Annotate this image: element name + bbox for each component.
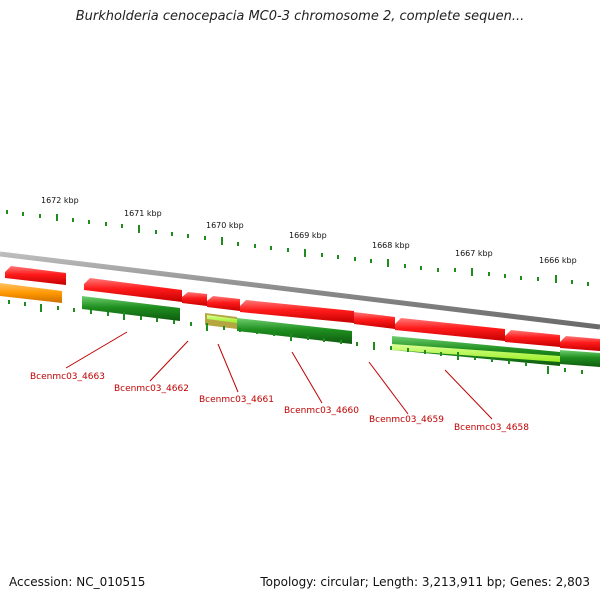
gene-forward (560, 336, 600, 351)
gene-label: Bcenmc03_4658 (454, 423, 529, 433)
kbp-label: 1669 kbp (289, 231, 327, 240)
gene-reverse-orange (0, 283, 62, 303)
forward-strand (5, 266, 600, 351)
kbp-label: 1666 kbp (539, 256, 577, 265)
gene-reverse (560, 350, 600, 367)
kbp-label: 1672 kbp (41, 196, 79, 205)
gene-reverse (82, 296, 180, 321)
map-title: Burkholderia cenocepacia MC0-3 chromosom… (75, 9, 525, 24)
scale-ticks (6, 210, 589, 286)
kbp-labels: 1672 kbp 1671 kbp 1670 kbp 1669 kbp 1668… (41, 196, 577, 265)
gene-label: Bcenmc03_4659 (369, 415, 444, 425)
gene-forward (354, 312, 395, 329)
gene-reverse-lime (392, 344, 560, 362)
kbp-label: 1670 kbp (206, 221, 244, 230)
kbp-label: 1668 kbp (372, 241, 410, 250)
gene-reverse (237, 318, 352, 344)
reverse-strand (0, 283, 600, 367)
accession-text: Accession: NC_010515 (9, 575, 146, 589)
kbp-label: 1667 kbp (455, 249, 493, 258)
gene-label: Bcenmc03_4662 (114, 384, 189, 394)
gene-forward (240, 300, 354, 323)
gene-forward (505, 330, 560, 347)
kbp-label: 1671 kbp (124, 209, 162, 218)
gene-label: Bcenmc03_4660 (284, 406, 359, 416)
gene-forward (5, 266, 66, 285)
gene-labels: Bcenmc03_4663 Bcenmc03_4662 Bcenmc03_466… (30, 372, 529, 433)
chromosome-backbone (0, 251, 600, 330)
gene-label: Bcenmc03_4661 (199, 395, 274, 405)
gene-forward (182, 292, 207, 306)
gene-label: Bcenmc03_4663 (30, 372, 105, 382)
gene-forward (207, 296, 240, 311)
gene-forward (84, 278, 182, 302)
inner-ticks (8, 300, 583, 374)
callout-lines (65, 331, 493, 420)
gene-reverse-lime (207, 315, 237, 323)
gene-forward (395, 318, 505, 341)
topology-stats: Topology: circular; Length: 3,213,911 bp… (260, 575, 590, 589)
